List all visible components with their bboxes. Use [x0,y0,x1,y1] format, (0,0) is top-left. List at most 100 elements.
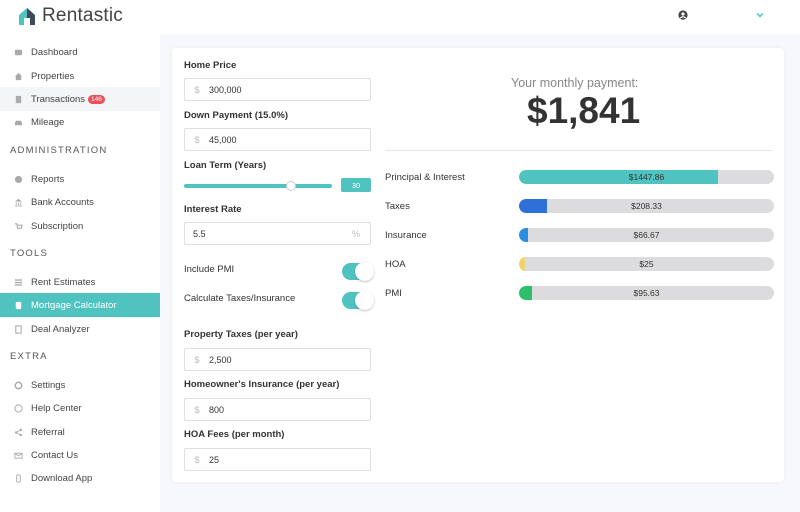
property-taxes-input[interactable]: $ 2,500 [184,348,371,371]
sidebar-item-download-app[interactable]: Download App [0,466,160,490]
calculate-taxes-toggle[interactable] [342,291,374,310]
breakdown-bar-taxes: $208.33 [519,199,774,213]
bar-fill [519,170,718,184]
hoa-fees-label: HOA Fees (per month) [184,429,285,440]
home-price-input[interactable]: $ 300,000 [184,78,371,101]
bar-value: $95.63 [633,288,660,298]
bar-value: $1447.86 [628,172,665,182]
sidebar-item-contact-us[interactable]: Contact Us [0,443,160,467]
pie-chart-icon [14,175,23,184]
sidebar-item-mortgage-calculator[interactable]: Mortgage Calculator [0,293,160,317]
include-pmi-toggle[interactable] [342,262,374,281]
app-logo[interactable]: Rentastic [16,5,123,27]
breakdown-bar-pmi: $95.63 [519,286,774,300]
chevron-down-icon[interactable] [755,10,765,20]
toggle-knob [355,291,374,310]
interest-rate-value: 5.5 [193,228,206,239]
breakdown-label-principal: Principal & Interest [385,172,465,183]
insurance-value: 800 [209,404,225,415]
breakdown-bar-insurance: $66.67 [519,228,774,242]
insurance-label: Homeowner's Insurance (per year) [184,379,340,390]
home-price-value: 300,000 [209,84,242,95]
bar-fill [519,257,525,271]
top-bar: Rentastic [0,0,800,34]
dashboard-icon [14,48,23,57]
sidebar-item-mileage[interactable]: Mileage [0,110,160,134]
section-administration: ADMINISTRATION [10,145,108,156]
share-icon [14,428,23,437]
sidebar-item-label: Mortgage Calculator [31,299,117,311]
section-tools: TOOLS [10,248,49,259]
sidebar-item-referral[interactable]: Referral [0,420,160,444]
monthly-payment-amount: $1,841 [527,90,641,131]
sidebar-item-dashboard[interactable]: Dashboard [0,40,160,64]
question-icon [14,403,23,413]
sidebar-item-properties[interactable]: Properties [0,64,160,88]
sidebar-item-label: Mileage [31,116,65,128]
dollar-prefix: $ [194,354,200,365]
sidebar-item-label: Bank Accounts [31,196,94,208]
interest-rate-input[interactable]: 5.5 % [184,222,371,245]
breakdown-label-insurance: Insurance [385,230,427,241]
list-icon [14,278,23,287]
sidebar-item-label: Properties [31,70,75,82]
home-price-label: Home Price [184,60,237,71]
sidebar-item-rent-estimates[interactable]: Rent Estimates [0,270,160,294]
sidebar-item-help-center[interactable]: Help Center [0,396,160,420]
sidebar-item-bank-accounts[interactable]: Bank Accounts [0,190,160,214]
bank-icon [14,198,23,207]
interest-rate-label: Interest Rate [184,204,242,215]
sidebar: Dashboard Properties Transactions 146 Mi… [0,34,160,512]
breakdown-label-pmi: PMI [385,288,402,299]
dollar-prefix: $ [194,84,200,95]
cart-icon [14,222,23,231]
gear-icon [14,381,23,390]
insurance-input[interactable]: $ 800 [184,398,371,421]
file-icon [14,324,23,334]
section-extra: EXTRA [10,351,48,362]
breakdown-bar-hoa: $25 [519,257,774,271]
breakdown-label-taxes: Taxes [385,201,410,212]
car-icon [14,118,23,127]
sidebar-item-label: Contact Us [31,449,78,461]
sidebar-item-label: Rent Estimates [31,276,96,288]
breakdown-bar-principal: $1447.86 [519,170,774,184]
property-taxes-label: Property Taxes (per year) [184,329,298,340]
mobile-icon [14,473,23,483]
property-taxes-value: 2,500 [209,354,232,365]
sidebar-item-settings[interactable]: Settings [0,373,160,397]
sidebar-item-label: Referral [31,426,65,438]
home-icon [14,72,23,81]
percent-suffix: % [352,228,361,239]
include-pmi-label: Include PMI [184,264,235,275]
dollar-prefix: $ [194,454,200,465]
hoa-fees-input[interactable]: $ 25 [184,448,371,471]
sidebar-item-deal-analyzer[interactable]: Deal Analyzer [0,317,160,341]
bar-value: $208.33 [631,201,662,211]
sidebar-item-label: Help Center [31,402,82,414]
dollar-prefix: $ [194,134,200,145]
sidebar-item-reports[interactable]: Reports [0,167,160,191]
mortgage-calculator-card: Home Price $ 300,000 Down Payment (15.0%… [172,48,784,482]
loan-term-slider-track[interactable] [184,184,332,188]
down-payment-input[interactable]: $ 45,000 [184,128,371,151]
sidebar-item-label: Subscription [31,220,84,232]
user-icon[interactable] [678,10,688,20]
calculate-taxes-label: Calculate Taxes/Insurance [184,293,296,304]
sidebar-item-label: Dashboard [31,46,78,58]
sidebar-item-label: Reports [31,173,65,185]
loan-term-value-box[interactable]: 30 [341,178,371,192]
sidebar-item-label: Deal Analyzer [31,323,90,335]
sidebar-item-subscription[interactable]: Subscription [0,214,160,238]
bar-fill [519,199,547,213]
down-payment-label: Down Payment (15.0%) [184,110,288,121]
transactions-count-badge: 146 [88,94,105,104]
dollar-prefix: $ [194,404,200,415]
loan-term-label: Loan Term (Years) [184,160,267,171]
sidebar-item-transactions[interactable]: Transactions 146 [0,87,160,111]
loan-term-slider-handle[interactable] [286,181,296,191]
sidebar-item-label: Transactions [31,93,86,105]
breakdown-label-hoa: HOA [385,259,406,270]
toggle-knob [355,262,374,281]
bar-fill [519,286,532,300]
